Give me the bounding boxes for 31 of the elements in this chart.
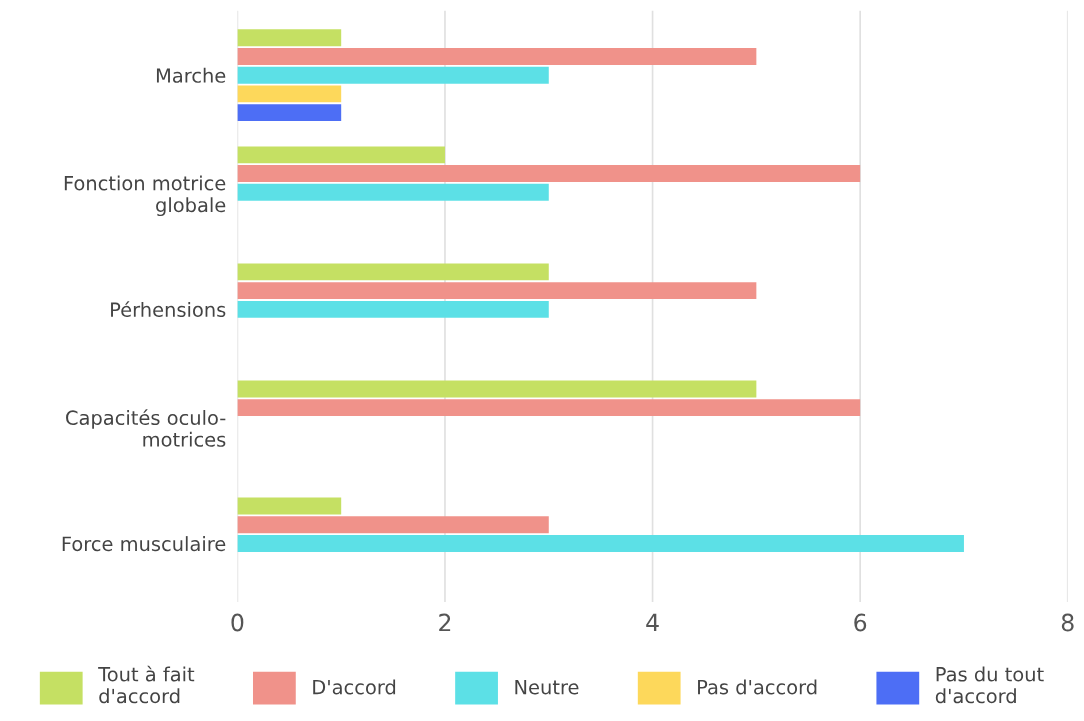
legend-label: Tout à fait d'accord bbox=[98, 665, 195, 704]
bar bbox=[237, 535, 964, 552]
x-tick-label: 4 bbox=[646, 613, 659, 632]
bar bbox=[237, 263, 549, 281]
legend-label: D'accord bbox=[313, 679, 396, 695]
y-tick-label: Marche bbox=[156, 67, 226, 83]
bar bbox=[237, 380, 757, 398]
bar bbox=[237, 85, 342, 103]
bar bbox=[237, 146, 445, 164]
bar bbox=[237, 399, 861, 417]
bar bbox=[237, 300, 549, 318]
y-tick-label: Pérhensions bbox=[111, 301, 226, 318]
bar bbox=[237, 165, 861, 182]
x-tick-label: 6 bbox=[854, 613, 867, 632]
bar bbox=[237, 282, 757, 300]
x-tick-label: 2 bbox=[439, 613, 451, 632]
y-tick-label: Force musculaire bbox=[62, 536, 226, 552]
legend-label: Pas d'accord bbox=[698, 679, 817, 695]
x-tick-label: 0 bbox=[231, 613, 244, 632]
bar bbox=[237, 104, 342, 122]
y-tick-label: Fonction motrice globale bbox=[64, 175, 226, 217]
bar bbox=[237, 497, 342, 515]
legend-label: Neutre bbox=[515, 680, 579, 695]
y-tick-label: Capacités oculo- motrices bbox=[66, 409, 226, 447]
bar bbox=[237, 516, 549, 534]
bar bbox=[237, 29, 342, 47]
bar bbox=[237, 48, 757, 65]
bar bbox=[237, 66, 549, 84]
x-tick-label: 8 bbox=[1061, 613, 1074, 632]
legend-label: Pas du tout d'accord bbox=[935, 666, 1044, 704]
bar bbox=[237, 183, 549, 201]
